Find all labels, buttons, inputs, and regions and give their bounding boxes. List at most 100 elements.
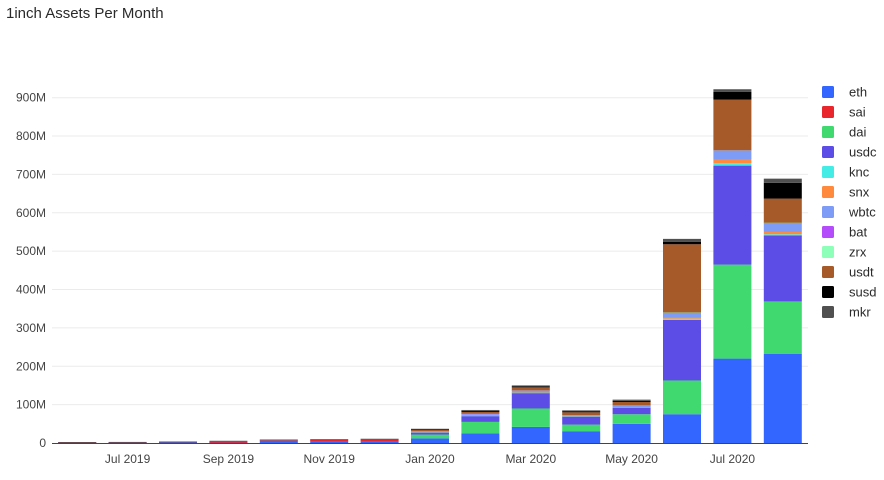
- bar-segment-usdt[interactable]: [663, 244, 701, 313]
- legend-swatch: [822, 286, 834, 298]
- chart-title: 1inch Assets Per Month: [6, 5, 164, 22]
- bar-segment-usdt[interactable]: [511, 387, 550, 391]
- legend-item-bat[interactable]: bat: [822, 225, 867, 240]
- bar-segment-mkr[interactable]: [360, 438, 399, 440]
- bars: [58, 89, 802, 443]
- bar-segment-susd[interactable]: [461, 410, 500, 412]
- bar-segment-usdt[interactable]: [612, 401, 651, 406]
- bar-segment-knc[interactable]: [713, 163, 752, 166]
- bar-segment-mkr[interactable]: [58, 442, 97, 443]
- bar-segment-susd[interactable]: [562, 411, 601, 413]
- bar-segment-mkr[interactable]: [461, 409, 500, 411]
- bar-segment-susd[interactable]: [511, 386, 550, 388]
- bar-segment-wbtc[interactable]: [713, 151, 752, 160]
- bar-segment-dai[interactable]: [511, 408, 550, 427]
- bar-segment-eth[interactable]: [411, 438, 449, 443]
- bar-segment-dai[interactable]: [562, 424, 601, 432]
- legend-item-knc[interactable]: knc: [822, 165, 870, 180]
- bar-segment-mkr[interactable]: [562, 410, 601, 412]
- bar-segment-knc[interactable]: [763, 234, 802, 236]
- bar-segment-wbtc[interactable]: [663, 313, 701, 318]
- y-tick-label: 800M: [16, 129, 46, 143]
- bar-segment-sai[interactable]: [209, 441, 248, 443]
- bar-segment-eth[interactable]: [360, 441, 399, 443]
- legend-swatch: [822, 106, 834, 118]
- bar-segment-susd[interactable]: [713, 91, 752, 100]
- bar-segment-susd[interactable]: [763, 182, 802, 199]
- bar-segment-wbtc[interactable]: [562, 415, 601, 417]
- bar-segment-usdt[interactable]: [713, 99, 752, 151]
- bar-segment-usdc[interactable]: [713, 165, 752, 265]
- bar-segment-eth[interactable]: [310, 441, 349, 443]
- bar-segment-eth[interactable]: [713, 358, 752, 443]
- legend-item-sai[interactable]: sai: [822, 105, 866, 120]
- bar-segment-usdc[interactable]: [511, 393, 550, 409]
- legend-item-eth[interactable]: eth: [822, 85, 867, 100]
- bar-segment-snx[interactable]: [663, 317, 701, 319]
- bar-segment-eth[interactable]: [259, 440, 298, 443]
- bar-segment-mkr[interactable]: [310, 439, 349, 440]
- bar-segment-dai[interactable]: [411, 434, 449, 439]
- bar-segment-eth[interactable]: [562, 431, 601, 443]
- bar-segment-usdc[interactable]: [612, 407, 651, 415]
- bar-segment-dai[interactable]: [663, 380, 701, 415]
- bar-segment-snx[interactable]: [713, 159, 752, 164]
- bar-segment-mkr[interactable]: [763, 178, 802, 183]
- x-tick-label: Jul 2019: [105, 452, 151, 466]
- bar-segment-eth[interactable]: [763, 353, 802, 443]
- legend-item-usdc[interactable]: usdc: [822, 145, 877, 160]
- bar-segment-mkr[interactable]: [713, 89, 752, 92]
- legend-item-snx[interactable]: snx: [822, 185, 870, 200]
- bar-segment-sai[interactable]: [360, 439, 399, 442]
- bar-segment-usdt[interactable]: [763, 198, 802, 223]
- legend-item-susd[interactable]: susd: [822, 285, 876, 300]
- bar-segment-eth[interactable]: [612, 423, 651, 443]
- bar-segment-usdt[interactable]: [562, 412, 601, 415]
- bar-segment-usdt[interactable]: [411, 429, 449, 432]
- legend-swatch: [822, 186, 834, 198]
- bar-segment-usdc[interactable]: [562, 416, 601, 425]
- bar-segment-wbtc[interactable]: [763, 223, 802, 232]
- bar-segment-mkr[interactable]: [159, 441, 197, 443]
- bar-segment-usdc[interactable]: [763, 235, 802, 302]
- legend-item-mkr[interactable]: mkr: [822, 305, 871, 320]
- legend[interactable]: eth sai dai usdc knc snx wbtc bat zrx usdt susd mkr: [822, 85, 877, 320]
- bar-segment-eth[interactable]: [461, 433, 500, 443]
- bar-segment-usdc[interactable]: [411, 432, 449, 435]
- bar-segment-dai[interactable]: [763, 301, 802, 354]
- legend-item-wbtc[interactable]: wbtc: [822, 205, 876, 220]
- bar-segment-sai[interactable]: [310, 439, 349, 442]
- bar-segment-mkr[interactable]: [612, 399, 651, 401]
- bar-segment-knc[interactable]: [663, 318, 701, 320]
- y-tick-label: 200M: [16, 359, 46, 373]
- bar-segment-eth[interactable]: [511, 426, 550, 443]
- bar-segment-susd[interactable]: [663, 241, 701, 245]
- legend-swatch: [822, 86, 834, 98]
- bar-segment-usdt[interactable]: [461, 411, 500, 414]
- bar-segment-mkr[interactable]: [209, 440, 248, 442]
- legend-label: sai: [849, 105, 866, 120]
- bar-segment-eth[interactable]: [159, 442, 197, 443]
- x-tick-label: Jul 2020: [710, 452, 756, 466]
- bar-segment-usdc[interactable]: [461, 416, 500, 422]
- bar-segment-mkr[interactable]: [511, 385, 550, 387]
- bar-segment-dai[interactable]: [612, 414, 651, 424]
- legend-item-dai[interactable]: dai: [822, 125, 866, 140]
- bar-segment-dai[interactable]: [461, 421, 500, 434]
- bar-segment-usdc[interactable]: [663, 319, 701, 381]
- bar-segment-wbtc[interactable]: [411, 431, 449, 433]
- bar-segment-mkr[interactable]: [108, 441, 147, 443]
- bar-segment-snx[interactable]: [763, 231, 802, 235]
- legend-item-usdt[interactable]: usdt: [822, 265, 874, 280]
- bar-segment-wbtc[interactable]: [612, 405, 651, 408]
- bar-segment-eth[interactable]: [663, 414, 701, 443]
- bar-segment-wbtc[interactable]: [461, 414, 500, 416]
- bar-segment-wbtc[interactable]: [511, 390, 550, 393]
- bar-segment-mkr[interactable]: [663, 238, 701, 242]
- bar-segment-susd[interactable]: [612, 400, 651, 402]
- bar-segment-mkr[interactable]: [411, 428, 449, 430]
- bar-segment-mkr[interactable]: [259, 439, 298, 441]
- legend-swatch: [822, 306, 834, 318]
- bar-segment-dai[interactable]: [713, 264, 752, 359]
- legend-item-zrx[interactable]: zrx: [822, 245, 867, 260]
